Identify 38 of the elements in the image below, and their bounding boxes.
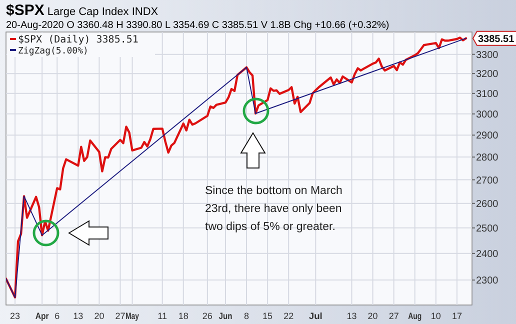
x-tick-label: 27	[115, 311, 126, 321]
x-tick-label: 23	[10, 311, 20, 321]
y-tick-label: 2400	[476, 248, 499, 260]
x-tick-label: May	[126, 311, 144, 321]
x-tick-label: 20	[368, 311, 378, 321]
x-tick-label: 13	[346, 311, 357, 321]
y-tick-label: 3200	[476, 69, 499, 80]
x-tick-label: Apr	[35, 311, 51, 321]
y-tick-label: 2900	[476, 130, 499, 142]
y-tick-label: 2700	[476, 175, 499, 186]
x-tick-label: 8	[244, 311, 250, 321]
x-tick-label: Jun	[218, 311, 235, 321]
y-tick-label: 2300	[476, 276, 499, 287]
y-tick-label: 3100	[476, 88, 499, 100]
x-tick-label: 11	[158, 311, 168, 321]
x-tick-label: 22	[284, 311, 294, 321]
x-tick-label: 6	[54, 311, 60, 321]
x-tick-label: 27	[388, 311, 399, 321]
x-tick-label: 18	[178, 311, 188, 321]
x-tick-label: 20	[94, 311, 104, 321]
annotation: 3385.51	[478, 34, 515, 45]
x-tick-label: 26	[202, 311, 212, 321]
x-tick-label: Aug	[408, 311, 426, 321]
x-tick-label: Jul	[308, 311, 322, 321]
chart-title: $SPX Large Cap Index INDX	[6, 2, 159, 19]
y-tick-label: 2600	[476, 198, 499, 210]
y-tick-label: 3300	[476, 50, 499, 61]
y-tick-label: 3000	[476, 109, 499, 120]
y-tick-label: 2500	[476, 223, 499, 234]
x-tick-label: 10	[430, 311, 441, 321]
chart-subtitle: 20-Aug-2020 O 3360.48 H 3390.80 L 3354.69 C 3385.51 V 1.8B Chg +10.66 (+0.32%)	[6, 20, 390, 31]
x-tick-label: 17	[452, 311, 462, 321]
x-tick-label: 15	[262, 311, 273, 321]
y-tick-label: 2800	[476, 152, 499, 164]
legend-label: ZigZag(5.00%)	[18, 46, 88, 56]
x-tick-label: 13	[73, 311, 84, 321]
annotation: Since the bottom on March 23rd, there have only been two dips of 5% or greater.	[205, 185, 342, 233]
legend-label: $SPX (Daily) 3385.51	[18, 34, 138, 46]
